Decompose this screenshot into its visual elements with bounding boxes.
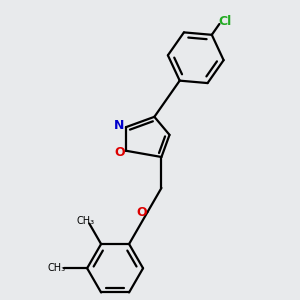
Text: Cl: Cl [218,15,231,28]
Text: CH₃: CH₃ [77,216,95,226]
Text: O: O [136,206,147,219]
Text: O: O [114,146,124,159]
Text: CH₃: CH₃ [48,263,66,273]
Text: N: N [114,119,124,132]
